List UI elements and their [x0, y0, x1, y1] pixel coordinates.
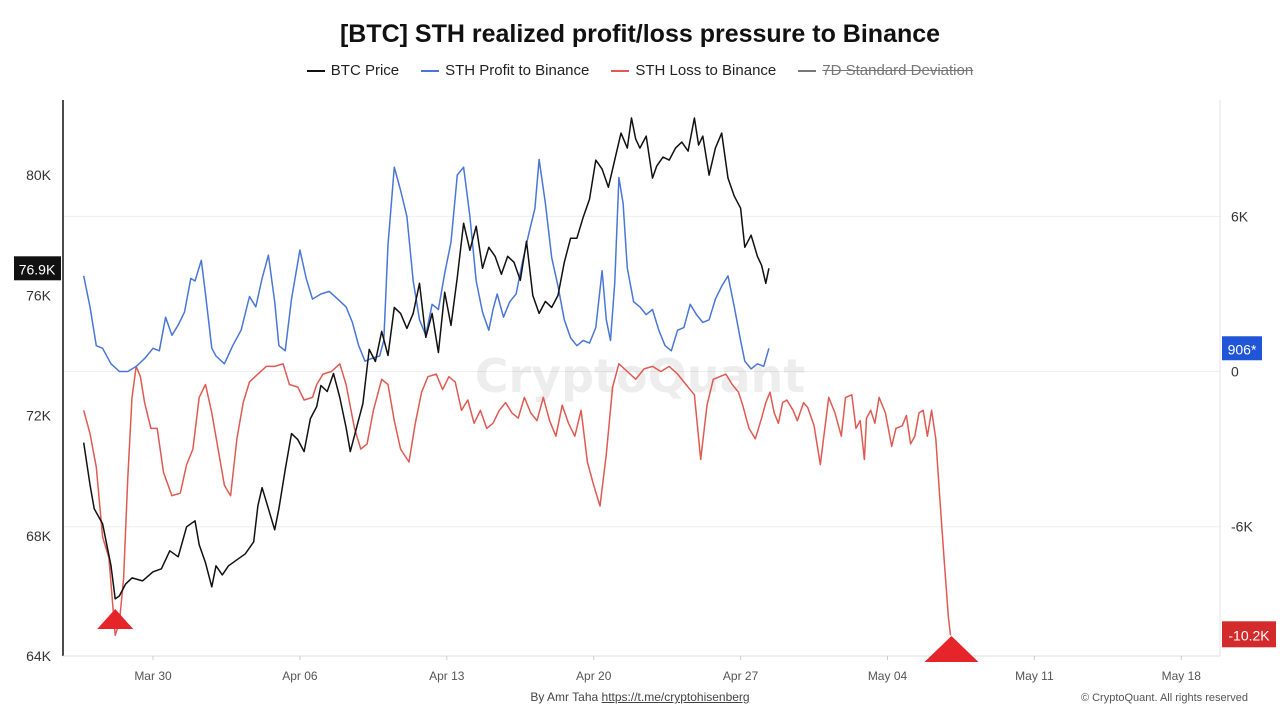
x-tick-label-2: Apr 13	[429, 669, 465, 683]
chart-legend: BTC Price STH Profit to Binance STH Loss…	[0, 62, 1280, 79]
legend-label-sth-profit: STH Profit to Binance	[445, 62, 590, 79]
marker-triangle-right	[924, 636, 979, 662]
right-tick-label-0: 6K	[1231, 208, 1249, 224]
series-line-sth-loss-to-binance	[82, 363, 952, 637]
legend-item-sth-profit[interactable]: STH Profit to Binance	[421, 62, 589, 79]
x-tick-label-0: Mar 30	[134, 669, 172, 683]
sth-profit-badge	[1222, 336, 1262, 361]
sth-loss-badge-label: -10.2K	[1228, 627, 1270, 643]
credit-link[interactable]: https://t.me/cryptohisenberg	[601, 690, 750, 704]
legend-label-sth-loss: STH Loss to Binance	[635, 62, 777, 79]
left-tick-label-0: 80K	[26, 167, 52, 183]
x-tick-label-7: May 18	[1162, 669, 1202, 683]
left-tick-label-1: 76K	[26, 287, 52, 303]
watermark-text: CryptoQuant	[475, 349, 806, 403]
legend-label-btc-price: BTC Price	[330, 62, 400, 79]
legend-item-btc-price[interactable]: BTC Price	[306, 62, 400, 79]
x-tick-label-4: Apr 27	[723, 669, 759, 683]
right-tick-label-1: 0	[1231, 364, 1239, 380]
x-tick-label-6: May 11	[1015, 669, 1054, 683]
legend-swatch-sth-profit	[421, 69, 440, 72]
btc-price-badge-label: 76.9K	[19, 261, 56, 277]
legend-swatch-std-deviation	[798, 69, 817, 72]
credit-author: By Amr Taha	[530, 690, 599, 704]
left-tick-label-2: 72K	[26, 408, 52, 424]
chart-title: [BTC] STH realized profit/loss pressure …	[339, 20, 941, 48]
footer-copyright: © CryptoQuant. All rights reserved	[1080, 692, 1248, 704]
left-tick-label-4: 64K	[26, 648, 52, 664]
x-tick-label-1: Apr 06	[282, 669, 318, 683]
legend-item-sth-loss[interactable]: STH Loss to Binance	[611, 62, 776, 79]
legend-swatch-sth-loss	[611, 69, 630, 72]
sth-profit-badge-label: 906*	[1228, 341, 1257, 357]
legend-swatch-btc-price	[306, 69, 325, 72]
sth-loss-badge	[1222, 621, 1276, 648]
legend-item-std-deviation[interactable]: 7D Standard Deviation	[798, 62, 973, 79]
footer-credit: By Amr Taha https://t.me/cryptohisenberg	[0, 690, 1280, 704]
series-line-sth-profit-to-binance	[82, 158, 770, 373]
legend-label-std-deviation: 7D Standard Deviation	[822, 62, 974, 79]
x-tick-label-5: May 04	[868, 669, 908, 683]
x-tick-label-3: Apr 20	[576, 669, 612, 683]
left-tick-label-3: 68K	[26, 528, 52, 544]
btc-price-badge	[14, 256, 61, 281]
right-tick-label-2: -6K	[1231, 519, 1253, 535]
marker-triangle-left	[97, 609, 134, 629]
series-line-btc-price	[82, 117, 770, 600]
